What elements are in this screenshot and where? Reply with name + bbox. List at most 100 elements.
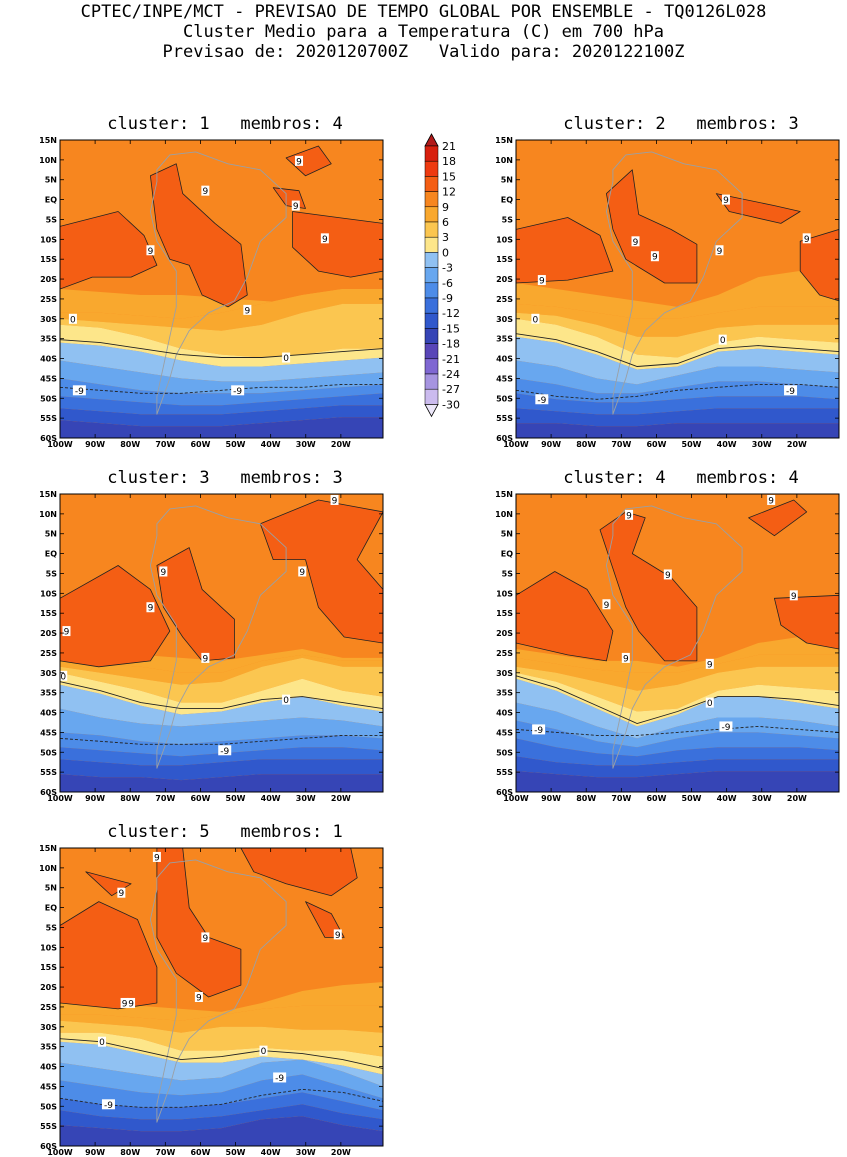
colorbar-label: -15 — [442, 322, 460, 335]
temp-band-minus6 — [516, 360, 839, 394]
temp-band-minus12 — [60, 393, 383, 415]
header-line-3: Previsao de: 2020120700Z Valido para: 20… — [162, 42, 685, 62]
lat-label: 60S — [40, 434, 57, 443]
map-panel-3: 9 9 9 9 9 9 0 0 -9 15N 10N 5N EQ 5S 10S 15S 20S 25S 30S 35S… — [39, 490, 384, 803]
lat-label: 10S — [40, 589, 57, 598]
lat-label: 45S — [40, 728, 57, 737]
contour-label: 9 — [299, 568, 305, 578]
temp-band-0-3 — [60, 1020, 383, 1057]
temp-band-minus12 — [60, 1092, 383, 1120]
contour-minus9 — [60, 734, 383, 745]
lat-label: 35S — [496, 689, 513, 698]
temp-band-minus15 — [516, 756, 839, 778]
warm-region-3 — [240, 848, 358, 897]
colorbar-label: 21 — [442, 140, 456, 153]
colorbar-label: -21 — [442, 353, 460, 366]
lon-label: 20W — [331, 794, 351, 803]
lat-label: 5N — [501, 530, 513, 539]
lat-label: 25S — [40, 295, 57, 304]
warm-region-2 — [599, 511, 698, 662]
lat-label: 55S — [496, 768, 513, 777]
contour-label: 9 — [202, 654, 208, 664]
lat-label: 20S — [40, 275, 57, 284]
contour-label: 9 — [665, 571, 671, 581]
colorbar-segment — [424, 282, 439, 299]
contour-label: 9 — [293, 202, 299, 212]
contour-minus9 — [60, 383, 383, 394]
contour-label: 9 — [322, 235, 328, 245]
temp-band-minus15 — [60, 759, 383, 781]
south-america-outline — [605, 505, 743, 769]
colorbar-label: 9 — [442, 201, 449, 214]
warm-region-4 — [285, 145, 332, 177]
contour-label-bg — [194, 992, 203, 1002]
lon-label: 60W — [190, 794, 210, 803]
lon-label: 100W — [47, 794, 73, 803]
contour-label-bg — [663, 569, 672, 580]
lon-label: 60W — [190, 440, 210, 449]
lat-label: 15S — [40, 609, 57, 618]
lat-label: 10N — [39, 510, 57, 519]
lon-label: 100W — [503, 440, 529, 449]
colorbar-label: 6 — [442, 216, 449, 229]
lat-label: 50S — [496, 748, 513, 757]
lon-label: 40W — [717, 794, 737, 803]
contour-label: 9 — [128, 999, 134, 1009]
contour-label: -9 — [104, 1101, 113, 1111]
panel-4-title: cluster: 4 membros: 4 — [563, 468, 799, 488]
lat-label: 5S — [502, 215, 514, 224]
contour-label: 0 — [533, 315, 539, 325]
warm-region-3 — [715, 193, 801, 224]
lat-label: 55S — [496, 414, 513, 423]
lon-label: 70W — [155, 440, 175, 449]
lon-label: 20W — [787, 440, 807, 449]
contour-label: 9 — [148, 247, 154, 257]
contour-minus9 — [516, 725, 839, 736]
contour-label-bg — [146, 602, 155, 613]
colorbar-label: -24 — [442, 368, 460, 381]
contour-label-bg — [625, 509, 634, 520]
contour-label: 9 — [723, 196, 729, 206]
colorbar-segment — [424, 328, 439, 344]
lat-label: 35S — [496, 335, 513, 344]
contour-label-bg — [802, 233, 811, 244]
lat-label: 20S — [40, 629, 57, 638]
temp-band-minus6 — [516, 702, 839, 748]
header-line-2: Cluster Medio para a Temperatura (C) em … — [182, 22, 665, 42]
colorbar-segment — [424, 145, 439, 162]
temp-band-minus12 — [516, 393, 839, 415]
contour-label-bg — [60, 670, 68, 681]
lon-label: 90W — [85, 1148, 105, 1157]
contour-label-bg — [333, 929, 342, 940]
lon-label: 30W — [296, 1148, 316, 1157]
contour-label: 0 — [99, 1038, 105, 1048]
lon-label: 30W — [296, 440, 316, 449]
contour-label-bg — [243, 304, 252, 315]
lat-label: 10N — [495, 156, 513, 165]
lat-label: 60S — [40, 1142, 57, 1151]
temp-band-0-3-light — [516, 318, 839, 370]
contour-label-bg — [789, 590, 798, 601]
lat-label: 25S — [496, 295, 513, 304]
lat-label: EQ — [45, 904, 57, 913]
map-panel-2: 9 9 9 9 9 9 0 0 -9 -9 15N 10N 5N EQ 5S 10S 15S 20S 25S 30S 3… — [495, 136, 840, 449]
lat-label: 15S — [496, 255, 513, 264]
warm-region-3 — [292, 211, 383, 278]
warm-region-1 — [516, 571, 614, 662]
contour-label: 9 — [244, 306, 250, 316]
lat-label: 45S — [40, 1082, 57, 1091]
lat-label: EQ — [45, 196, 57, 205]
temp-band-3-6 — [516, 271, 839, 319]
lat-label: 30S — [40, 1023, 57, 1032]
colorbar-top-arrow — [424, 133, 439, 147]
lon-label: 50W — [226, 1148, 246, 1157]
colorbar-segment — [424, 388, 439, 405]
contour-label: 9 — [707, 660, 713, 670]
contour-label-bg — [101, 1099, 115, 1110]
lat-label: 45S — [496, 728, 513, 737]
lat-label: 10N — [495, 510, 513, 519]
south-america-outline — [149, 151, 287, 415]
temp-band-0-3-light — [516, 672, 839, 727]
contour-0 — [516, 675, 839, 724]
